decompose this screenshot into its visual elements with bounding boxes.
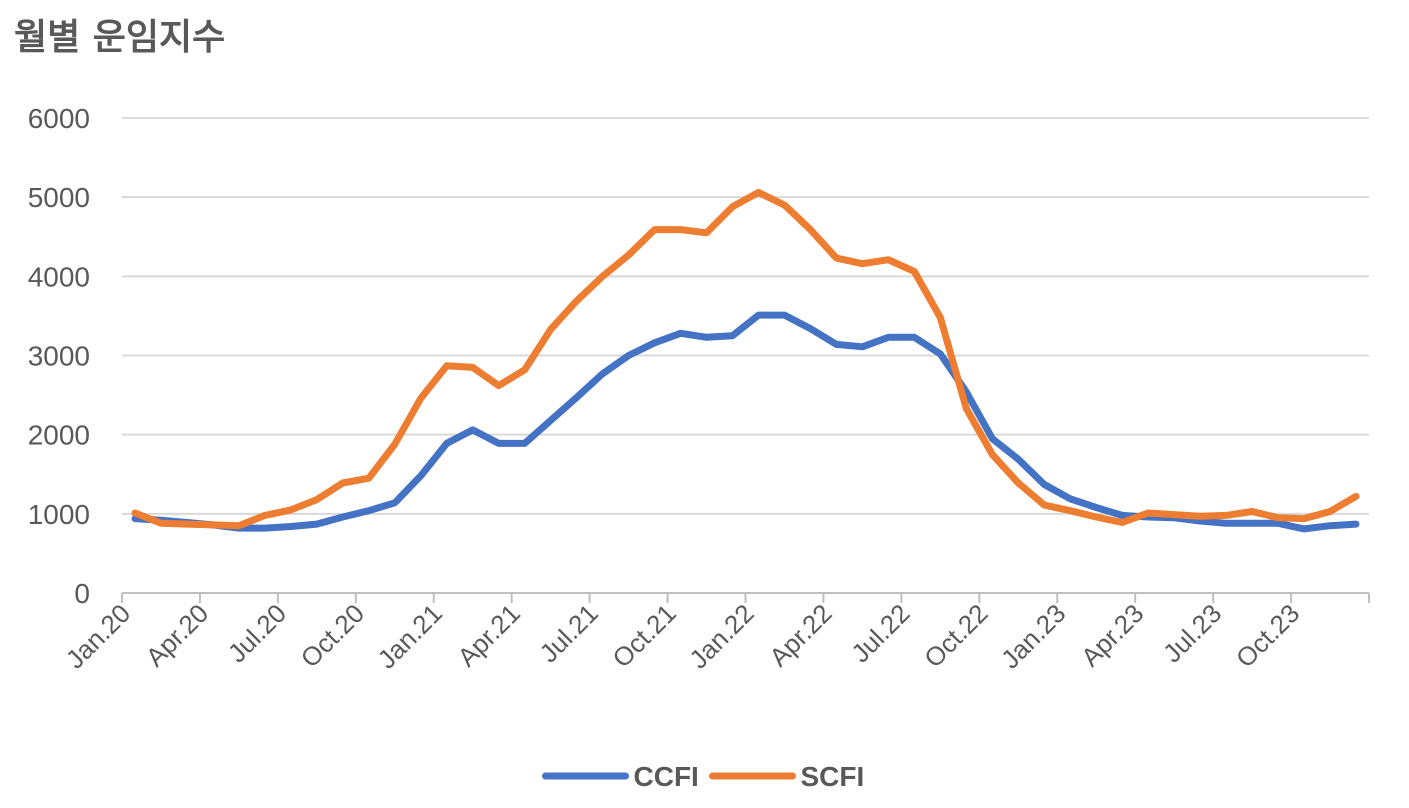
x-tick-label: Jan.23 xyxy=(995,598,1071,674)
x-tick-label: Jul.20 xyxy=(222,598,292,668)
x-tick-label: Oct.21 xyxy=(606,598,681,673)
legend-label-scfi: SCFI xyxy=(801,761,865,792)
y-tick-label: 2000 xyxy=(28,420,90,451)
x-tick-label: Jan.20 xyxy=(60,598,136,674)
x-tick-label: Apr.21 xyxy=(452,598,526,672)
x-tick-label: Jan.21 xyxy=(372,598,448,674)
x-tick-label: Apr.23 xyxy=(1075,598,1149,672)
x-tick-label: Oct.20 xyxy=(295,598,370,673)
y-tick-label: 5000 xyxy=(28,182,90,213)
series-line-ccfi xyxy=(131,311,1360,533)
x-tick-label: Oct.23 xyxy=(1230,598,1305,673)
x-tick-label: Jan.22 xyxy=(683,598,759,674)
y-tick-label: 4000 xyxy=(28,261,90,292)
x-tick-label: Oct.22 xyxy=(918,598,993,673)
x-tick-label: Apr.22 xyxy=(763,598,837,672)
y-tick-label: 3000 xyxy=(28,341,90,372)
y-tick-label: 6000 xyxy=(28,103,90,134)
x-tick-label: Jul.23 xyxy=(1157,598,1227,668)
x-tick-label: Apr.20 xyxy=(140,598,214,672)
y-tick-label: 0 xyxy=(74,578,90,609)
chart-title: 월별 운임지수 xyxy=(14,17,226,58)
x-tick-label: Jul.22 xyxy=(845,598,915,668)
x-tick-label: Jul.21 xyxy=(534,598,604,668)
y-tick-label: 1000 xyxy=(28,499,90,530)
series-line-scfi xyxy=(131,188,1360,530)
legend-label-ccfi: CCFI xyxy=(634,761,699,792)
